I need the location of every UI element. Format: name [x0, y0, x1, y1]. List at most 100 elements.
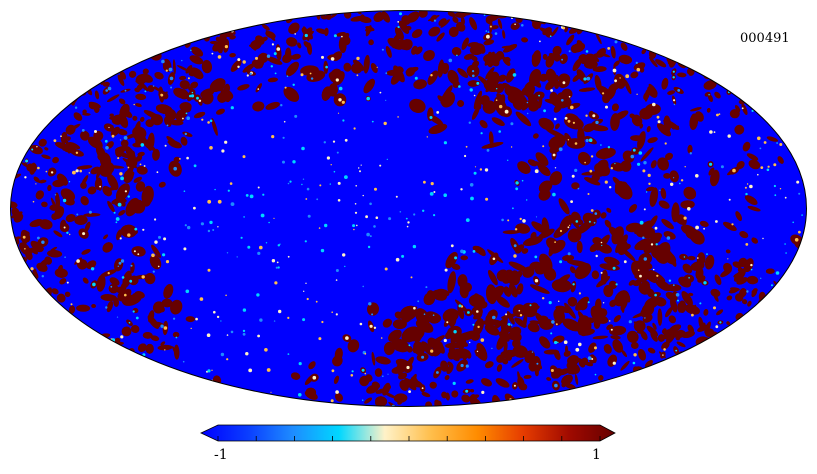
red-blob: [701, 322, 706, 327]
red-blob: [663, 115, 672, 132]
red-blob: [699, 220, 709, 227]
speck: [382, 375, 384, 378]
red-blob: [726, 321, 731, 326]
red-blob: [33, 176, 40, 183]
speck: [713, 131, 716, 134]
speck: [300, 73, 304, 77]
red-blob: [600, 269, 608, 285]
red-blob: [29, 144, 43, 155]
speck: [526, 101, 529, 104]
red-blob: [704, 91, 711, 97]
speck: [287, 182, 290, 185]
red-blob: [471, 106, 480, 120]
speck: [399, 12, 402, 16]
speck: [76, 259, 80, 263]
red-blob: [687, 255, 696, 261]
speck: [274, 281, 278, 285]
red-blob: [383, 341, 395, 356]
speck: [718, 113, 721, 115]
red-blob: [368, 39, 374, 46]
speck: [531, 351, 534, 353]
speck: [607, 146, 611, 149]
speck: [374, 187, 377, 191]
speck: [72, 170, 76, 175]
speck: [236, 256, 238, 258]
red-blob: [506, 311, 515, 325]
speck: [356, 74, 359, 77]
speck: [196, 96, 199, 100]
speck: [30, 267, 34, 271]
red-blob: [135, 181, 146, 192]
speck: [116, 316, 119, 318]
red-blob: [188, 86, 193, 91]
speck: [185, 289, 190, 294]
speck: [181, 59, 183, 62]
speck: [353, 228, 355, 231]
speck: [62, 198, 67, 203]
red-blob: [308, 361, 316, 370]
red-blob: [521, 248, 529, 254]
speck: [406, 225, 409, 228]
red-blob: [588, 110, 594, 116]
red-blob: [648, 83, 658, 95]
speck: [373, 225, 376, 228]
red-blob: [209, 78, 226, 92]
red-blob: [523, 374, 532, 379]
red-blob: [103, 161, 115, 174]
speck: [257, 186, 260, 189]
speck: [143, 165, 146, 167]
speck: [110, 285, 113, 288]
speck: [426, 136, 428, 138]
speck: [321, 320, 324, 324]
red-blob: [223, 83, 231, 94]
speck: [413, 213, 416, 216]
speck: [429, 116, 433, 119]
red-blob: [596, 234, 610, 251]
red-blob: [460, 17, 465, 25]
red-blob: [390, 72, 402, 85]
speck: [513, 254, 517, 258]
speck: [489, 25, 492, 28]
speck: [224, 45, 228, 49]
speck: [270, 391, 272, 393]
red-blob: [448, 314, 457, 327]
speck: [480, 132, 483, 135]
speck: [305, 198, 308, 200]
red-blob: [668, 315, 676, 324]
speck: [550, 89, 553, 92]
speck: [113, 211, 116, 214]
red-blob: [133, 130, 143, 147]
red-blob: [624, 79, 632, 95]
red-blob: [558, 198, 570, 215]
speck: [31, 148, 34, 151]
speck: [550, 369, 554, 372]
speck: [154, 218, 157, 221]
red-blob: [425, 401, 433, 407]
speck: [773, 184, 777, 188]
speck: [294, 114, 298, 118]
speck: [535, 216, 538, 218]
red-blob: [527, 159, 538, 167]
red-blob: [495, 295, 510, 308]
speck: [472, 323, 475, 326]
speck: [292, 83, 295, 87]
speck: [74, 106, 78, 109]
red-blob: [302, 26, 310, 41]
speck: [117, 202, 122, 207]
speck: [184, 224, 187, 227]
red-blob: [201, 59, 213, 74]
speck: [632, 148, 636, 152]
red-blob: [169, 119, 184, 126]
speck: [553, 117, 557, 121]
speck: [562, 81, 566, 85]
red-blob: [567, 228, 582, 243]
red-blob: [522, 312, 528, 329]
speck: [515, 181, 519, 185]
speck: [226, 358, 229, 361]
red-blob: [375, 356, 391, 365]
speck: [421, 387, 424, 390]
speck: [165, 69, 168, 72]
red-blob: [703, 309, 709, 316]
red-blob: [447, 69, 459, 85]
speck: [584, 161, 586, 164]
